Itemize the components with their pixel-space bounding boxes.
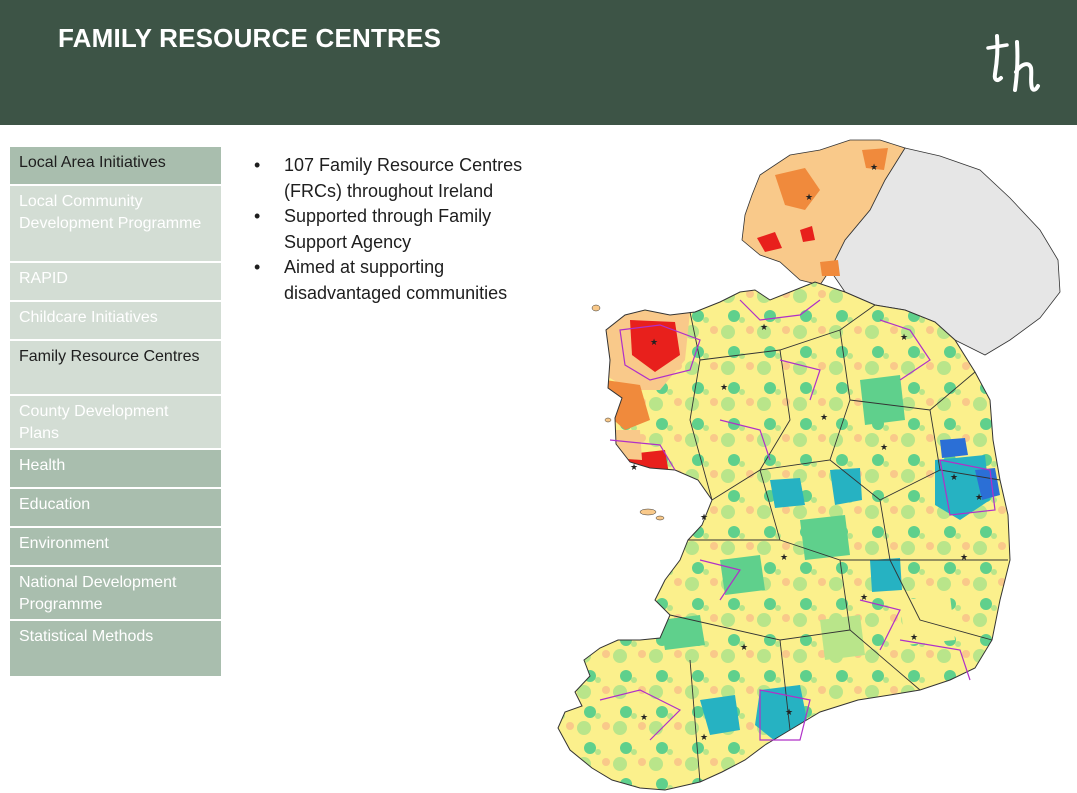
frc-marker-icon: ★ <box>820 413 828 423</box>
frc-marker-icon: ★ <box>870 163 878 173</box>
th-logo-icon <box>986 34 1040 92</box>
donegal-hotspot <box>800 226 815 242</box>
sidebar-item-label: RAPID <box>19 270 68 287</box>
sidebar-item-label: County Development Plans <box>19 403 169 442</box>
frc-marker-icon: ★ <box>900 333 908 343</box>
frc-marker-icon: ★ <box>640 713 648 723</box>
sidebar-item-family-resource-centres[interactable]: Family Resource Centres <box>10 341 221 396</box>
page-title: FAMILY RESOURCE CENTRES <box>58 23 442 53</box>
bullet-dot-icon: • <box>254 257 261 277</box>
county-boundaries <box>669 304 1008 783</box>
frc-marker-icon: ★ <box>975 493 983 503</box>
bullet-list: • 107 Family Resource Centres (FRCs) thro… <box>254 153 554 306</box>
frc-marker-icon: ★ <box>805 193 813 203</box>
sidebar-item-label: Family Resource Centres <box>19 348 200 365</box>
frc-location-markers: ★ ★ ★ ★ ★ ★ ★ ★ ★ ★ ★ ★ ★ ★ ★ ★ ★ ★ ★ ★ <box>630 163 983 743</box>
frc-marker-icon: ★ <box>780 553 788 563</box>
bullet-dot-icon: • <box>254 206 261 226</box>
donegal-hotspot <box>820 260 840 276</box>
frc-marker-icon: ★ <box>650 338 658 348</box>
sidebar-item-health[interactable]: Health <box>10 450 221 489</box>
header-bar: FAMILY RESOURCE CENTRES <box>0 0 1077 125</box>
sidebar-item-label: National Development Programme <box>19 574 177 613</box>
frc-marker-icon: ★ <box>880 443 888 453</box>
sidebar-item-label: Childcare Initiatives <box>19 309 158 326</box>
bullet-text: 107 Family Resource Centres (FRCs) throu… <box>284 155 523 201</box>
frc-marker-icon: ★ <box>760 323 768 333</box>
bullet-text: Aimed at supporting disadvantaged commun… <box>284 257 508 303</box>
frc-marker-icon: ★ <box>630 463 638 473</box>
frc-marker-icon: ★ <box>910 633 918 643</box>
bullet-text: Supported through Family Support Agency <box>284 206 492 252</box>
frc-marker-icon: ★ <box>740 643 748 653</box>
bullet-item: • Aimed at supporting disadvantaged commu… <box>254 255 554 306</box>
frc-marker-icon: ★ <box>700 733 708 743</box>
sidebar-item-environment[interactable]: Environment <box>10 528 221 567</box>
bullet-item: • 107 Family Resource Centres (FRCs) thro… <box>254 153 554 204</box>
sidebar-item-label: Health <box>19 457 66 474</box>
sidebar-item-childcare-initiatives[interactable]: Childcare Initiatives <box>10 302 221 341</box>
sidebar-item-local-area-initiatives[interactable]: Local Area Initiatives <box>10 147 221 186</box>
sidebar-nav: Local Area Initiatives Local Community D… <box>10 147 221 676</box>
sidebar-item-county-development-plans[interactable]: County Development Plans <box>10 396 221 450</box>
donegal-hotspot <box>862 148 888 170</box>
frc-marker-icon: ★ <box>860 593 868 603</box>
sidebar-item-label: Statistical Methods <box>19 628 154 645</box>
sidebar-item-label: Environment <box>19 535 109 552</box>
frc-marker-icon: ★ <box>950 473 958 483</box>
bullet-item: • Supported through Family Support Agency <box>254 204 554 255</box>
sidebar-item-education[interactable]: Education <box>10 489 221 528</box>
donegal-hotspot <box>775 168 820 210</box>
islands <box>591 304 665 521</box>
sidebar-item-rapid[interactable]: RAPID <box>10 263 221 302</box>
donegal-hotspot <box>757 232 782 252</box>
frc-marker-icon: ★ <box>720 383 728 393</box>
frc-marker-icon: ★ <box>785 708 793 718</box>
sidebar-item-label: Local Community Development Programme <box>19 193 202 232</box>
sidebar-item-label: Local Area Initiatives <box>19 154 166 171</box>
sidebar-item-local-community-development-programme[interactable]: Local Community Development Programme <box>10 186 221 263</box>
sidebar-item-national-development-programme[interactable]: National Development Programme <box>10 567 221 621</box>
bullet-dot-icon: • <box>254 155 261 175</box>
ireland-deprivation-map: ★ ★ ★ ★ ★ ★ ★ ★ ★ ★ ★ ★ ★ ★ ★ ★ ★ ★ ★ ★ <box>557 139 1061 791</box>
sidebar-item-label: Education <box>19 496 91 513</box>
sidebar-item-statistical-methods[interactable]: Statistical Methods <box>10 621 221 676</box>
frc-marker-icon: ★ <box>960 553 968 563</box>
republic-of-ireland-region <box>557 281 1011 791</box>
local-area-boundaries <box>599 299 996 741</box>
frc-marker-icon: ★ <box>700 513 708 523</box>
